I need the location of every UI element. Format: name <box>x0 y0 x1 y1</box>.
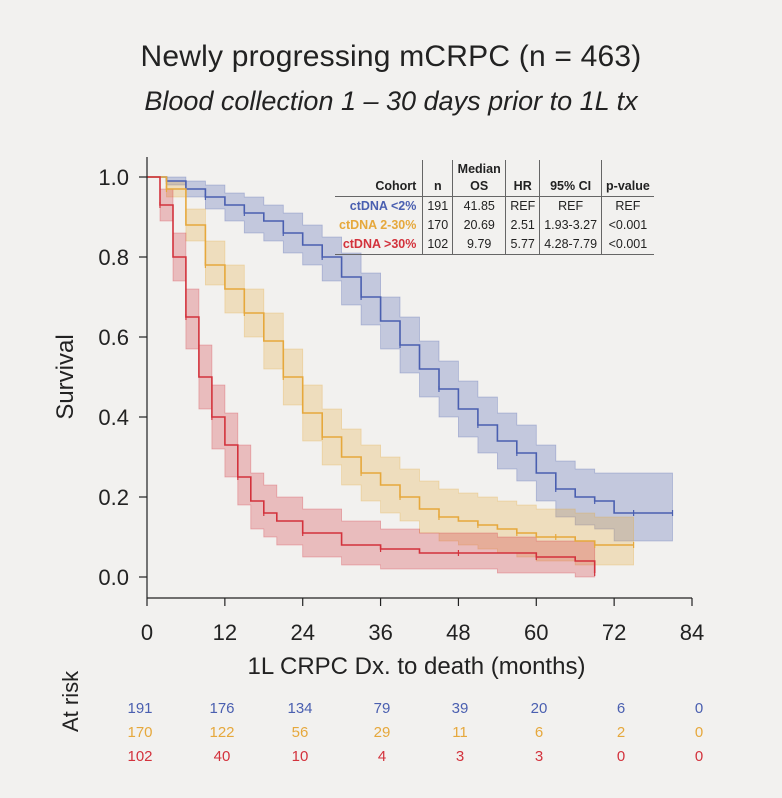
at-risk-count: 0 <box>694 700 704 717</box>
table-header: p-value <box>601 160 654 197</box>
cohort-median-os: 41.85 <box>452 196 506 216</box>
x-tick-label: 48 <box>446 620 470 645</box>
at-risk-row-2-30: 170 122 56 29 11 6 2 0 <box>0 724 782 746</box>
at-risk-count: 6 <box>616 700 626 717</box>
cohort-label: ctDNA >30% <box>342 237 417 251</box>
table-header: Median OS <box>452 160 506 197</box>
survival-line-1 <box>147 176 634 546</box>
at-risk-count: 170 <box>127 724 153 741</box>
table-header: 95% CI <box>539 160 602 197</box>
cohort-p-value: <0.001 <box>601 216 654 235</box>
at-risk-count: 56 <box>291 724 309 741</box>
at-risk-count: 3 <box>455 748 465 765</box>
at-risk-count: 40 <box>213 748 231 765</box>
y-axis-title: Survival <box>52 334 79 419</box>
at-risk-count: 3 <box>534 748 544 765</box>
table-row: ctDNA >30% 102 9.79 5.77 4.28-7.79 <0.00… <box>335 235 654 255</box>
at-risk-row-lt2: 191 176 134 79 39 20 6 0 <box>0 700 782 722</box>
cohort-label: ctDNA <2% <box>349 199 417 213</box>
survival-line-0 <box>147 176 673 514</box>
at-risk-count: 29 <box>373 724 391 741</box>
cohort-n: 102 <box>422 235 453 255</box>
at-risk-row-gt30: 102 40 10 4 3 3 0 0 <box>0 748 782 770</box>
table-row: ctDNA <2% 191 41.85 REF REF REF <box>335 196 654 216</box>
cohort-hr: 5.77 <box>505 235 540 255</box>
cohort-hr: REF <box>505 196 540 216</box>
at-risk-count: 0 <box>694 724 704 741</box>
cohort-p-value: <0.001 <box>601 235 654 255</box>
y-tick-label: 0.4 <box>98 405 129 430</box>
ci-band-0 <box>147 176 673 542</box>
at-risk-count: 2 <box>616 724 626 741</box>
at-risk-count: 191 <box>127 700 153 717</box>
at-risk-count: 102 <box>127 748 153 765</box>
table-header: n <box>422 160 453 197</box>
table-header-row: Cohort n Median OS HR 95% CI p-value <box>335 160 654 197</box>
cohort-ci: 4.28-7.79 <box>539 235 602 255</box>
x-axis-title: 1L CRPC Dx. to death (months) <box>248 653 586 680</box>
cohort-n: 191 <box>422 196 453 216</box>
x-tick-label: 72 <box>602 620 626 645</box>
table-row: ctDNA 2-30% 170 20.69 2.51 1.93-3.27 <0.… <box>335 216 654 235</box>
y-tick-label: 0.6 <box>98 325 129 350</box>
x-tick-label: 60 <box>524 620 548 645</box>
cohort-ci: 1.93-3.27 <box>539 216 602 235</box>
at-risk-count: 10 <box>291 748 309 765</box>
at-risk-count: 122 <box>209 724 235 741</box>
cohort-stats-table: Cohort n Median OS HR 95% CI p-value ctD… <box>335 160 654 255</box>
x-tick-label: 36 <box>368 620 392 645</box>
chart-subtitle: Blood collection 1 – 30 days prior to 1L… <box>144 86 638 116</box>
cohort-label: ctDNA 2-30% <box>339 218 417 232</box>
cohort-n: 170 <box>422 216 453 235</box>
at-risk-count: 4 <box>377 748 387 765</box>
table-header: HR <box>505 160 540 197</box>
at-risk-count: 176 <box>209 700 235 717</box>
cohort-median-os: 9.79 <box>452 235 506 255</box>
at-risk-count: 79 <box>373 700 391 717</box>
at-risk-count: 0 <box>616 748 626 765</box>
at-risk-count: 0 <box>694 748 704 765</box>
y-tick-label: 1.0 <box>98 165 129 190</box>
ci-band-1 <box>147 176 634 566</box>
at-risk-count: 134 <box>287 700 313 717</box>
at-risk-count: 11 <box>452 724 468 741</box>
at-risk-count: 20 <box>530 700 548 717</box>
x-tick-label: 84 <box>680 620 704 645</box>
x-tick-label: 24 <box>290 620 314 645</box>
cohort-hr: 2.51 <box>505 216 540 235</box>
table-header: Cohort <box>375 179 417 193</box>
at-risk-count: 6 <box>534 724 544 741</box>
y-tick-label: 0.0 <box>98 565 129 590</box>
at-risk-count: 39 <box>451 700 469 717</box>
y-tick-label: 0.8 <box>98 245 129 270</box>
chart-title: Newly progressing mCRPC (n = 463) <box>140 40 642 73</box>
x-tick-label: 0 <box>141 620 153 645</box>
cohort-ci: REF <box>539 196 602 216</box>
x-tick-label: 12 <box>213 620 237 645</box>
cohort-p-value: REF <box>601 196 654 216</box>
y-tick-label: 0.2 <box>98 485 129 510</box>
cohort-median-os: 20.69 <box>452 216 506 235</box>
